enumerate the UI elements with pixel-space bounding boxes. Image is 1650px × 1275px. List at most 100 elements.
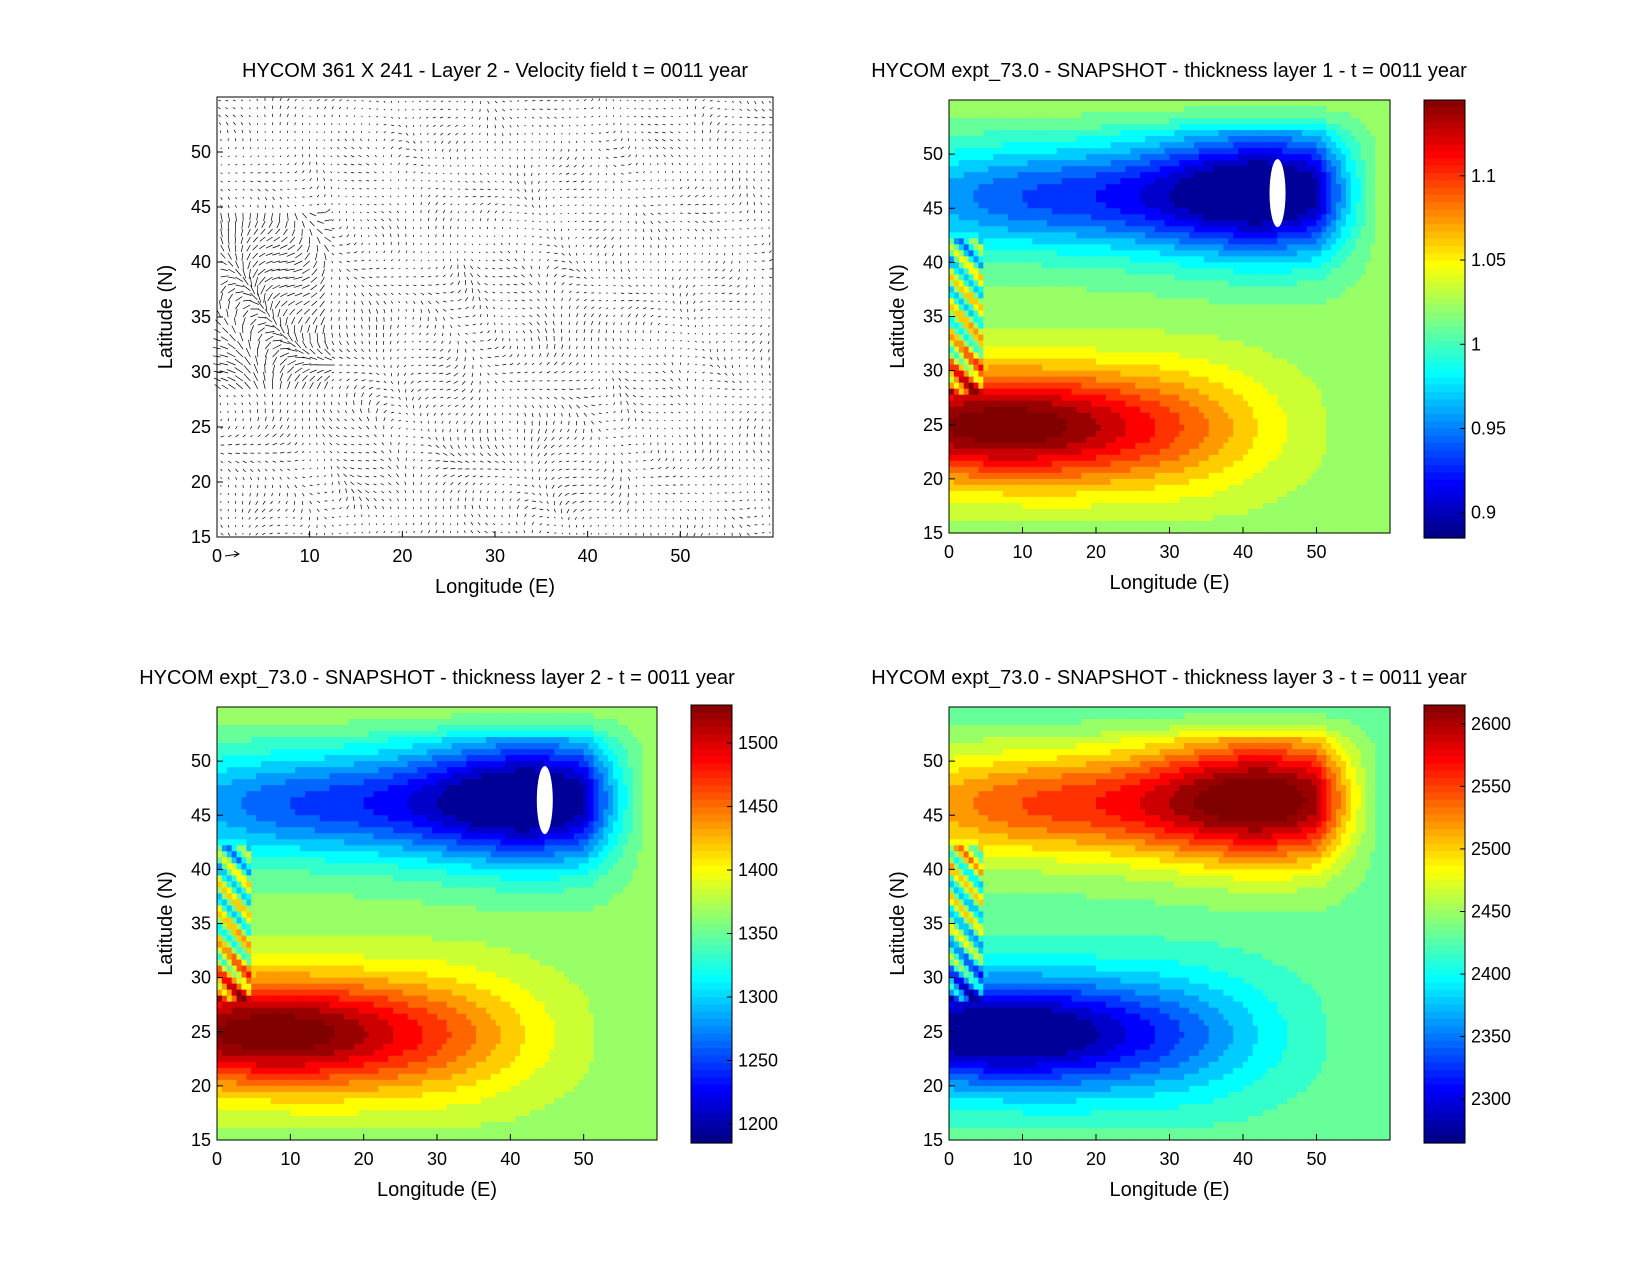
contour-cell [1287, 413, 1293, 420]
contour-cell [1145, 280, 1151, 287]
contour-cell [1204, 130, 1210, 137]
contour-cell [1140, 395, 1146, 402]
contour-cell [1312, 425, 1318, 432]
contour-cell [1037, 383, 1043, 390]
contour-cell [974, 262, 980, 269]
contour-cell [1062, 395, 1068, 402]
contour-cell [1287, 130, 1293, 137]
contour-cell [1321, 292, 1327, 299]
contour-cell [1361, 359, 1367, 366]
contour-cell [1067, 100, 1073, 107]
contour-cell [1209, 383, 1215, 390]
contour-cell [1302, 268, 1308, 275]
contour-cell [954, 407, 960, 414]
contour-cell [1326, 323, 1332, 330]
contour-cell [988, 335, 994, 342]
contour-cell [1013, 329, 1019, 336]
contour-cell [1292, 148, 1298, 155]
contour-cell [1032, 202, 1038, 209]
contour-cell [1341, 130, 1347, 137]
contour-cell [959, 136, 965, 143]
contour-cell [1204, 335, 1210, 342]
contour-cell [1366, 160, 1372, 167]
contour-cell [1317, 142, 1323, 149]
contour-cell [1297, 178, 1303, 185]
contour-cell [1032, 124, 1038, 131]
contour-cell [1282, 383, 1288, 390]
contour-cell [1302, 317, 1308, 324]
contour-cell [1199, 226, 1205, 233]
contour-cell [1047, 142, 1053, 149]
contour-cell [1189, 112, 1195, 119]
contour-cell [1150, 112, 1156, 119]
contour-cell [1253, 329, 1259, 336]
contour-cell [1253, 238, 1259, 245]
contour-cell [1150, 250, 1156, 257]
contour-cell [1135, 160, 1141, 167]
contour-cell [1277, 377, 1283, 384]
contour-cell [1165, 124, 1171, 131]
contour-cell [1145, 124, 1151, 131]
contour-cell [1135, 292, 1141, 299]
contour-cell [1057, 148, 1063, 155]
contour-cell [1184, 262, 1190, 269]
contour-cell [993, 190, 999, 197]
contour-cell [1204, 214, 1210, 221]
contour-cell [1253, 310, 1259, 317]
contour-cell [1116, 268, 1122, 275]
contour-cell [974, 142, 980, 149]
contour-cell [1150, 377, 1156, 384]
contour-cell [988, 160, 994, 167]
contour-cell [1042, 335, 1048, 342]
contour-cell [1086, 256, 1092, 263]
contour-cell [1032, 407, 1038, 414]
contour-cell [1067, 250, 1073, 257]
contour-cell [1179, 178, 1185, 185]
contour-cell [1027, 292, 1033, 299]
contour-cell [1165, 154, 1171, 161]
contour-cell [1366, 419, 1372, 426]
contour-cell [1223, 238, 1229, 245]
contour-cell [1199, 395, 1205, 402]
contour-cell [1091, 317, 1097, 324]
contour-cell [1008, 190, 1014, 197]
contour-cell [1331, 335, 1337, 342]
contour-cell [1145, 407, 1151, 414]
contour-cell [978, 383, 984, 390]
contour-cell [1111, 341, 1117, 348]
contour-cell [1179, 383, 1185, 390]
contour-cell [1042, 154, 1048, 161]
contour-cell [1125, 401, 1131, 408]
contour-cell [1145, 154, 1151, 161]
contour-cell [1023, 124, 1029, 131]
contour-cell [1248, 202, 1254, 209]
contour-cell [1101, 383, 1107, 390]
contour-cell [1042, 341, 1048, 348]
contour-cell [1223, 323, 1229, 330]
contour-cell [1312, 226, 1318, 233]
contour-cell [974, 100, 980, 107]
contour-cell [1013, 413, 1019, 420]
contour-cell [1042, 395, 1048, 402]
contour-cell [1361, 419, 1367, 426]
contour-cell [1047, 407, 1053, 414]
contour-cell [998, 286, 1004, 293]
contour-cell [1253, 256, 1259, 263]
contour-cell [1106, 347, 1112, 354]
contour-cell [1008, 425, 1014, 432]
contour-cell [1302, 298, 1308, 305]
contour-cell [1268, 310, 1274, 317]
contour-cell [1297, 166, 1303, 173]
contour-cell [1165, 353, 1171, 360]
contour-cell [1292, 413, 1298, 420]
contour-cell [1375, 172, 1381, 179]
contour-cell [978, 100, 984, 107]
contour-cell [983, 118, 989, 125]
contour-cell [1125, 244, 1131, 251]
contour-cell [1130, 286, 1136, 293]
contour-cell [1052, 280, 1058, 287]
contour-cell [1209, 220, 1215, 227]
contour-cell [1356, 190, 1362, 197]
contour-cell [1277, 341, 1283, 348]
contour-cell [1096, 226, 1102, 233]
